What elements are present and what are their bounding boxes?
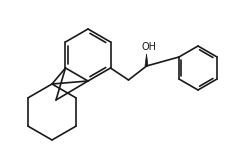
Text: OH: OH bbox=[140, 42, 156, 52]
Polygon shape bbox=[144, 54, 148, 66]
